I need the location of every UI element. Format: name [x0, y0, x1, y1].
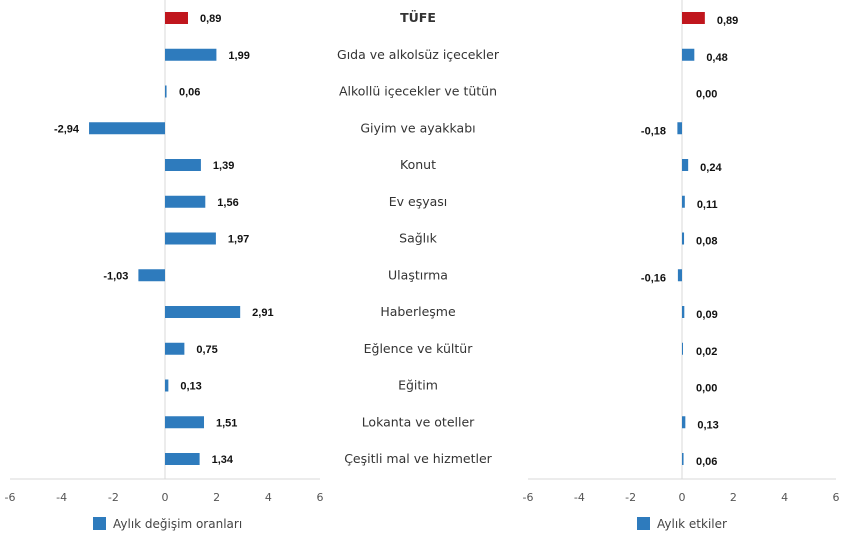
data-label: -2,94 — [54, 123, 80, 135]
legend-label: Aylık etkiler — [657, 517, 727, 531]
data-label: -1,03 — [103, 270, 128, 282]
data-label: 0,11 — [697, 199, 718, 211]
bar — [165, 416, 205, 429]
data-label: 1,34 — [212, 454, 234, 466]
data-label: 0,00 — [696, 89, 717, 101]
data-label: 0,06 — [696, 456, 717, 468]
bar — [165, 195, 206, 208]
category-label: Alkollü içecekler ve tütün — [339, 84, 497, 99]
bar — [677, 269, 682, 282]
legend-swatch — [637, 517, 650, 530]
bar — [165, 453, 200, 465]
category-label: Sağlık — [399, 231, 437, 246]
x-tick-label: 2 — [730, 491, 737, 504]
bar — [165, 379, 169, 392]
legend-swatch — [93, 517, 106, 530]
data-label: 1,99 — [228, 50, 249, 62]
x-tick-label: 4 — [265, 491, 272, 504]
bar — [677, 122, 682, 135]
data-label: 1,39 — [213, 160, 234, 172]
data-label: 0,00 — [696, 383, 717, 395]
x-tick-label: -4 — [574, 491, 585, 504]
category-label: Eğlence ve kültür — [364, 341, 474, 356]
data-label: 2,91 — [252, 307, 273, 319]
category-label: Lokanta ve oteller — [362, 414, 475, 429]
category-label: Çeşitli mal ve hizmetler — [344, 451, 492, 466]
data-label: 0,02 — [696, 346, 717, 358]
data-label: 0,13 — [697, 419, 718, 431]
x-tick-label: -2 — [108, 491, 119, 504]
category-label: TÜFE — [400, 10, 436, 25]
data-label: 0,89 — [200, 13, 221, 25]
x-tick-label: 2 — [213, 491, 220, 504]
data-label: -0,18 — [641, 125, 666, 137]
bar — [682, 159, 689, 171]
data-label: 0,13 — [180, 381, 201, 393]
bar — [165, 342, 185, 355]
bar — [165, 159, 201, 171]
data-label: 0,06 — [179, 87, 200, 99]
bar — [165, 232, 216, 245]
bar — [682, 342, 683, 355]
category-label: Ev eşyası — [389, 194, 448, 209]
bar — [138, 269, 165, 282]
category-label: Giyim ve ayakkabı — [360, 120, 475, 135]
data-label: 1,97 — [228, 234, 249, 246]
data-label: 0,24 — [700, 162, 722, 174]
bar — [682, 306, 685, 318]
x-tick-label: 6 — [317, 491, 324, 504]
x-tick-label: -6 — [5, 491, 16, 504]
bar — [682, 195, 685, 208]
data-label: 1,56 — [217, 197, 238, 209]
bar-tufe — [682, 12, 705, 24]
bar-tufe — [165, 12, 188, 24]
data-label: 0,75 — [196, 344, 217, 356]
data-label: 0,08 — [696, 236, 717, 248]
bar — [682, 48, 695, 61]
category-label: Haberleşme — [380, 304, 456, 319]
bar — [165, 306, 241, 318]
bar — [165, 85, 167, 98]
data-label: 0,09 — [696, 309, 717, 321]
x-tick-label: 6 — [833, 491, 840, 504]
x-tick-label: -6 — [523, 491, 534, 504]
x-tick-label: 4 — [781, 491, 788, 504]
bar — [89, 122, 165, 135]
data-label: -0,16 — [641, 272, 666, 284]
legend-label: Aylık değişim oranları — [113, 517, 242, 531]
category-label: Konut — [400, 157, 436, 172]
bar — [682, 416, 686, 429]
data-label: 1,51 — [216, 417, 237, 429]
data-label: 0,89 — [717, 15, 738, 27]
x-tick-label: 0 — [162, 491, 169, 504]
category-label: Gıda ve alkolsüz içecekler — [337, 47, 500, 62]
category-label: Eğitim — [398, 378, 438, 393]
x-tick-label: -4 — [56, 491, 67, 504]
x-tick-label: 0 — [679, 491, 686, 504]
bar — [682, 232, 685, 245]
x-tick-label: -2 — [625, 491, 636, 504]
bar — [682, 453, 684, 465]
category-label: Ulaştırma — [388, 267, 448, 282]
bar — [165, 48, 217, 61]
data-label: 0,48 — [706, 52, 727, 64]
